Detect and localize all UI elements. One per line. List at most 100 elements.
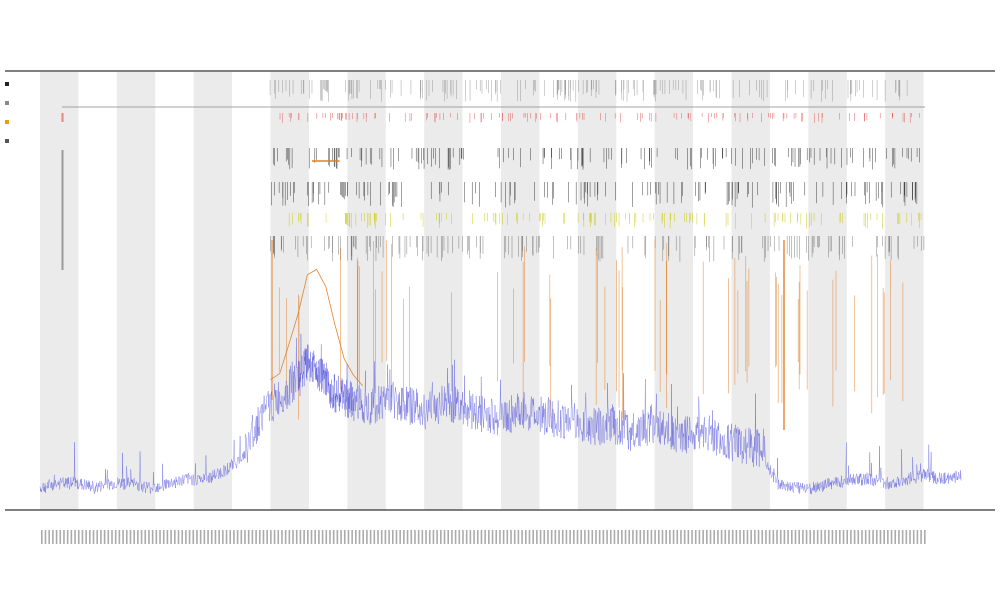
legend-swatch [5,139,9,143]
x-tick-label [41,530,43,544]
x-tick-label [447,530,450,544]
x-tick-label [177,530,180,544]
x-tick-label [694,530,697,544]
x-tick-label [351,530,353,544]
x-tick-label [181,530,183,544]
x-tick-label [255,530,257,544]
x-tick-label [277,530,280,544]
series-lines [39,160,962,495]
x-tick-label [569,530,571,544]
x-tick-label [513,530,516,544]
x-tick-label [606,530,608,544]
x-tick-label [887,530,889,544]
x-tick-label [473,530,475,544]
x-tick-label [258,530,261,544]
x-tick-label [831,530,834,544]
x-tick-label [125,530,128,544]
x-tick-label [480,530,483,544]
x-tick-label [794,530,797,544]
x-tick-label [528,530,531,544]
x-tick-label [724,530,727,544]
x-tick-label [554,530,557,544]
x-tick-label [417,530,420,544]
x-tick-label [916,530,919,544]
x-tick-label [151,530,154,544]
x-tick-label [543,530,546,544]
x-tick-label [199,530,202,544]
x-tick-label [432,530,435,544]
x-tick-label [665,530,667,544]
background-band [40,72,79,510]
x-tick-label [196,530,198,544]
x-tick-label [750,530,752,544]
x-tick-label [166,530,169,544]
x-tick-label [835,530,837,544]
x-tick-label [469,530,472,544]
x-tick-label [81,530,84,544]
x-tick-label [602,530,605,544]
x-tick-label [251,530,254,544]
x-tick-label [340,530,342,544]
x-tick-label [114,530,117,544]
x-tick-label [539,530,542,544]
x-tick-label [92,530,95,544]
x-tick-label [861,530,863,544]
x-tick-label [510,530,512,544]
x-tick-label [709,530,712,544]
x-tick-label [565,530,568,544]
x-tick-label [103,530,106,544]
x-tick-label [100,530,102,544]
x-tick-label [657,530,660,544]
x-tick-label [621,530,623,544]
x-tick-label [122,530,124,544]
x-tick-label [174,530,176,544]
x-tick-label [233,530,235,544]
x-tick-label [321,530,324,544]
x-tick-label [576,530,579,544]
x-tick-label [506,530,509,544]
background-band [347,72,386,510]
x-tick-label [144,530,147,544]
x-tick-label [436,530,438,544]
x-tick-label [768,530,771,544]
x-tick-label [377,530,379,544]
x-tick-label [118,530,121,544]
x-tick-label [909,530,911,544]
x-tick-label [129,530,132,544]
x-tick-label [292,530,294,544]
x-tick-label [691,530,693,544]
x-tick-label [236,530,239,544]
x-tick-labels [41,530,926,544]
x-tick-label [96,530,99,544]
x-tick-label [488,530,490,544]
background-band [885,72,924,510]
x-tick-label [495,530,498,544]
x-tick-label [366,530,368,544]
x-tick-label [454,530,457,544]
x-tick-label [754,530,756,544]
x-tick-label [303,530,305,544]
x-tick-label [613,530,616,544]
x-tick-label [524,530,527,544]
x-tick-label [462,530,464,544]
background-band [424,72,463,510]
x-tick-label [798,530,800,544]
x-tick-label [170,530,172,544]
x-tick-label [532,530,534,544]
orange-spike-lines [271,240,904,430]
x-tick-label [380,530,383,544]
x-tick-label [661,530,664,544]
x-tick-label [225,530,228,544]
x-tick-label [77,530,80,544]
x-tick-label [262,530,265,544]
x-tick-label [676,530,679,544]
x-tick-label [706,530,708,544]
x-tick-label [52,530,54,544]
x-tick-label [362,530,365,544]
x-tick-label [813,530,815,544]
x-tick-label [491,530,494,544]
x-tick-label [44,530,47,544]
background-band [577,72,617,510]
x-tick-label [476,530,479,544]
